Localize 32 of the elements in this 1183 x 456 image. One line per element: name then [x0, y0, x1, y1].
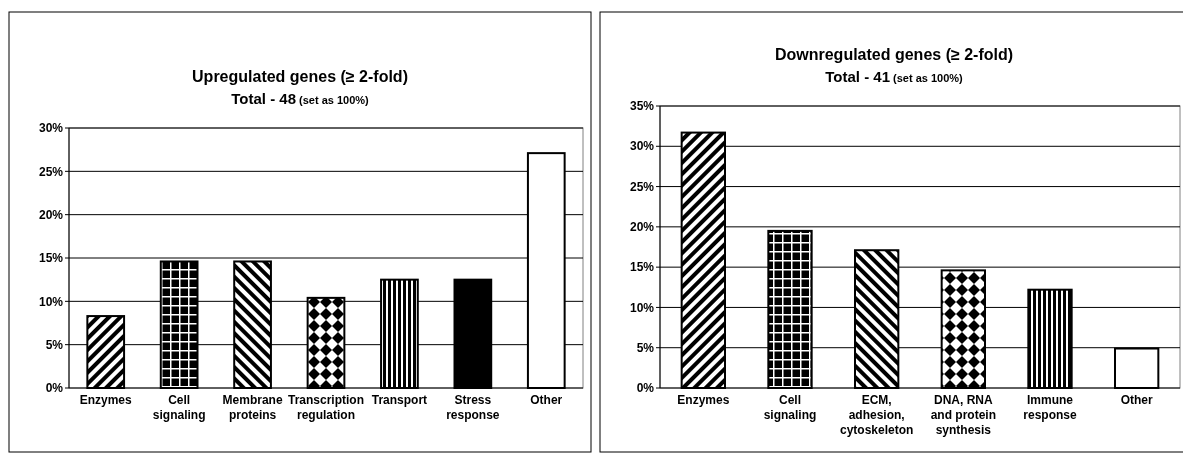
- y-tick-label: 5%: [45, 337, 64, 352]
- y-tick-label: 20%: [629, 220, 655, 235]
- x-tick-label: Transport: [371, 393, 428, 407]
- chart-subtitle: Total - 41 (set as 100%): [825, 68, 964, 85]
- y-tick-label: 15%: [629, 260, 655, 275]
- y-tick-label: 10%: [629, 300, 655, 315]
- x-tick-label: Enzymes: [677, 393, 730, 407]
- x-tick-label: Cell signaling: [763, 393, 817, 422]
- x-tick-label: Other: [530, 393, 563, 407]
- y-tick-label: 25%: [38, 164, 64, 179]
- x-tick-label: Membrane proteins: [222, 393, 283, 422]
- y-tick-label: 0%: [636, 381, 655, 396]
- x-tick-label: DNA, RNA and protein synthesis: [930, 393, 997, 437]
- y-tick-label: 5%: [636, 340, 655, 355]
- y-tick-label: 20%: [38, 207, 64, 222]
- chart-subtitle: Total - 48 (set as 100%): [231, 90, 370, 107]
- x-tick-label: Transcription regulation: [287, 393, 365, 422]
- y-tick-label: 10%: [38, 294, 64, 309]
- x-tick-label: Stress response: [446, 393, 500, 422]
- x-tick-label: Enzymes: [79, 393, 133, 407]
- y-tick-label: 25%: [629, 179, 655, 194]
- y-tick-label: 0%: [45, 381, 64, 396]
- y-tick-label: 30%: [38, 121, 64, 136]
- y-tick-label: 30%: [629, 139, 655, 154]
- x-tick-label: Other: [1120, 393, 1153, 407]
- x-tick-label: ECM, adhesion, cytoskeleton: [839, 393, 914, 437]
- y-tick-label: 15%: [38, 251, 64, 266]
- x-tick-label: Cell signaling: [152, 393, 206, 422]
- y-tick-label: 35%: [629, 99, 655, 114]
- chart-title: Upregulated genes (≥ 2-fold): [192, 68, 408, 85]
- x-tick-label: Immune response: [1023, 393, 1077, 422]
- chart-title: Downregulated genes (≥ 2-fold): [774, 46, 1014, 63]
